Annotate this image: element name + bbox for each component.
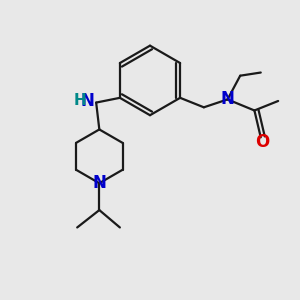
Text: N: N [92,174,106,192]
Text: N: N [220,90,235,108]
Text: H: H [73,94,86,109]
Text: O: O [255,133,269,151]
Text: N: N [81,92,94,110]
